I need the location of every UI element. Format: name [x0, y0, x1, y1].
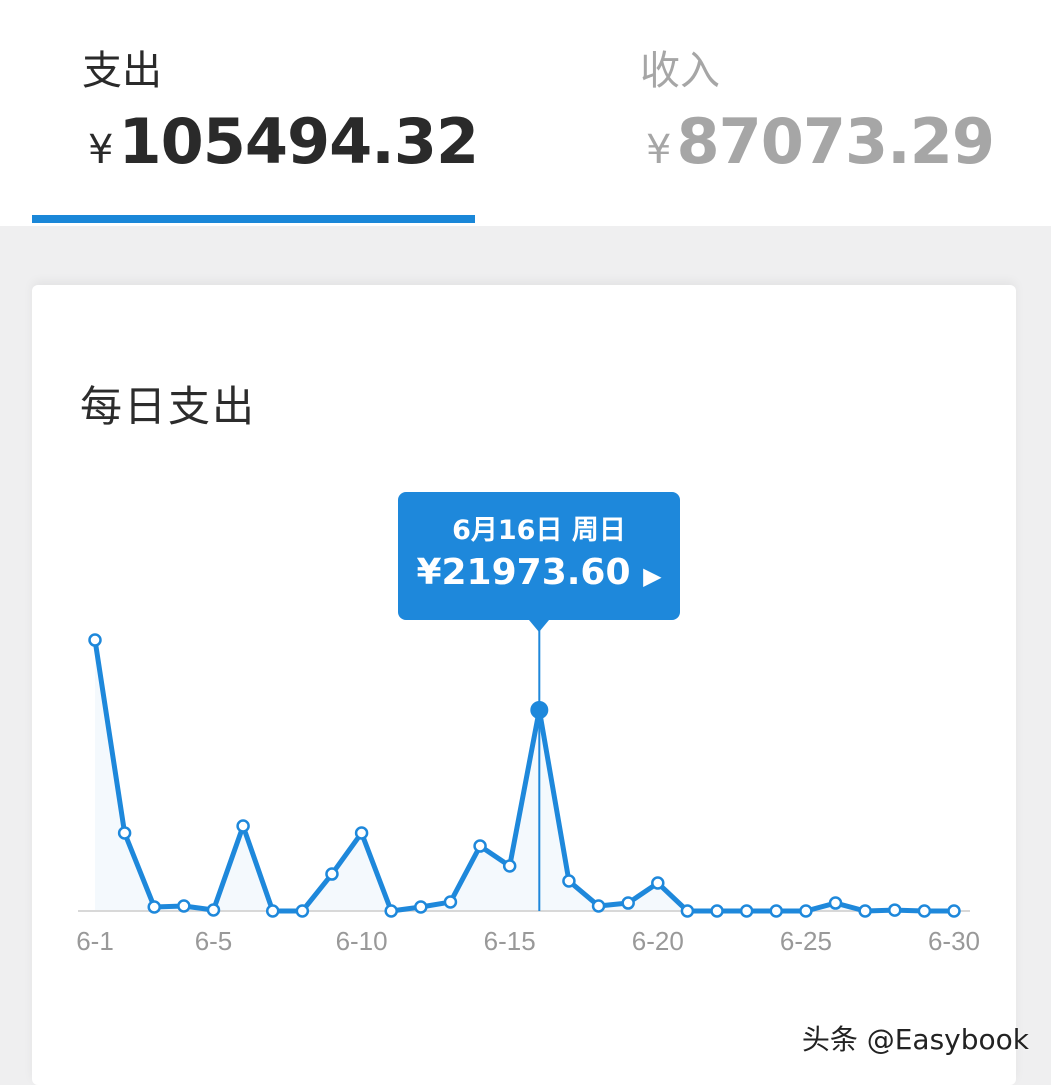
active-tab-indicator [32, 215, 475, 223]
data-point [177, 899, 191, 913]
data-point [117, 826, 132, 840]
chart-tooltip[interactable]: 6月16日 周日 ¥21973.60 ▶ [398, 492, 680, 632]
x-tick-label: 6-25 [780, 926, 832, 956]
data-point [473, 839, 487, 853]
data-point [710, 904, 724, 918]
data-point [443, 895, 458, 909]
data-point-highlight [530, 701, 549, 719]
income-total: ¥87073.29 [646, 105, 995, 178]
watermark: 头条 @Easybook [801, 1023, 1029, 1056]
x-tick-label: 6-5 [195, 926, 233, 956]
data-point [621, 896, 635, 910]
data-point [591, 899, 606, 913]
currency-symbol: ¥ [646, 127, 671, 173]
x-tick-label: 6-20 [632, 926, 684, 956]
tab-expense[interactable]: 支出 ¥105494.32 [0, 0, 520, 215]
data-point [769, 904, 784, 918]
x-tick-label: 6-30 [928, 926, 980, 956]
data-point [888, 903, 902, 917]
area-fill [95, 640, 954, 911]
tooltip-date: 6月16日 周日 [452, 515, 626, 546]
data-point [88, 633, 102, 647]
data-point [384, 904, 398, 918]
data-point [799, 904, 813, 918]
x-tick-label: 6-15 [484, 926, 536, 956]
data-point [562, 874, 576, 888]
data-point [206, 903, 221, 917]
x-tick-label: 6-10 [336, 926, 388, 956]
data-point [325, 867, 339, 881]
summary-header: 支出 ¥105494.32 收入 ¥87073.29 [0, 0, 1051, 226]
data-point [236, 819, 250, 833]
data-point [680, 904, 695, 918]
play-arrow-icon: ▶ [643, 562, 662, 590]
data-point [265, 904, 280, 918]
tab-expense-label: 支出 [82, 48, 162, 94]
tab-income-label: 收入 [640, 48, 720, 94]
data-point [414, 900, 428, 914]
tab-income[interactable]: 收入 ¥87073.29 [560, 0, 1051, 215]
data-point [651, 876, 665, 890]
data-point [917, 904, 932, 918]
expense-total: ¥105494.32 [88, 105, 479, 178]
expense-amount: 105494.32 [118, 105, 479, 178]
data-point [147, 900, 161, 914]
daily-expense-card [32, 285, 1016, 1085]
chart-title: 每日支出 [80, 382, 257, 431]
data-point [739, 904, 754, 918]
income-amount: 87073.29 [676, 105, 995, 178]
data-point [858, 904, 872, 918]
x-tick-label: 6-1 [76, 926, 114, 956]
data-point [947, 904, 961, 918]
data-point [828, 896, 843, 910]
data-point [502, 859, 517, 873]
tooltip-amount: ¥21973.60 [416, 552, 631, 593]
data-point [295, 904, 310, 918]
currency-symbol: ¥ [88, 127, 113, 173]
tooltip-value: ¥21973.60 ▶ [398, 552, 680, 593]
data-point [354, 826, 369, 840]
